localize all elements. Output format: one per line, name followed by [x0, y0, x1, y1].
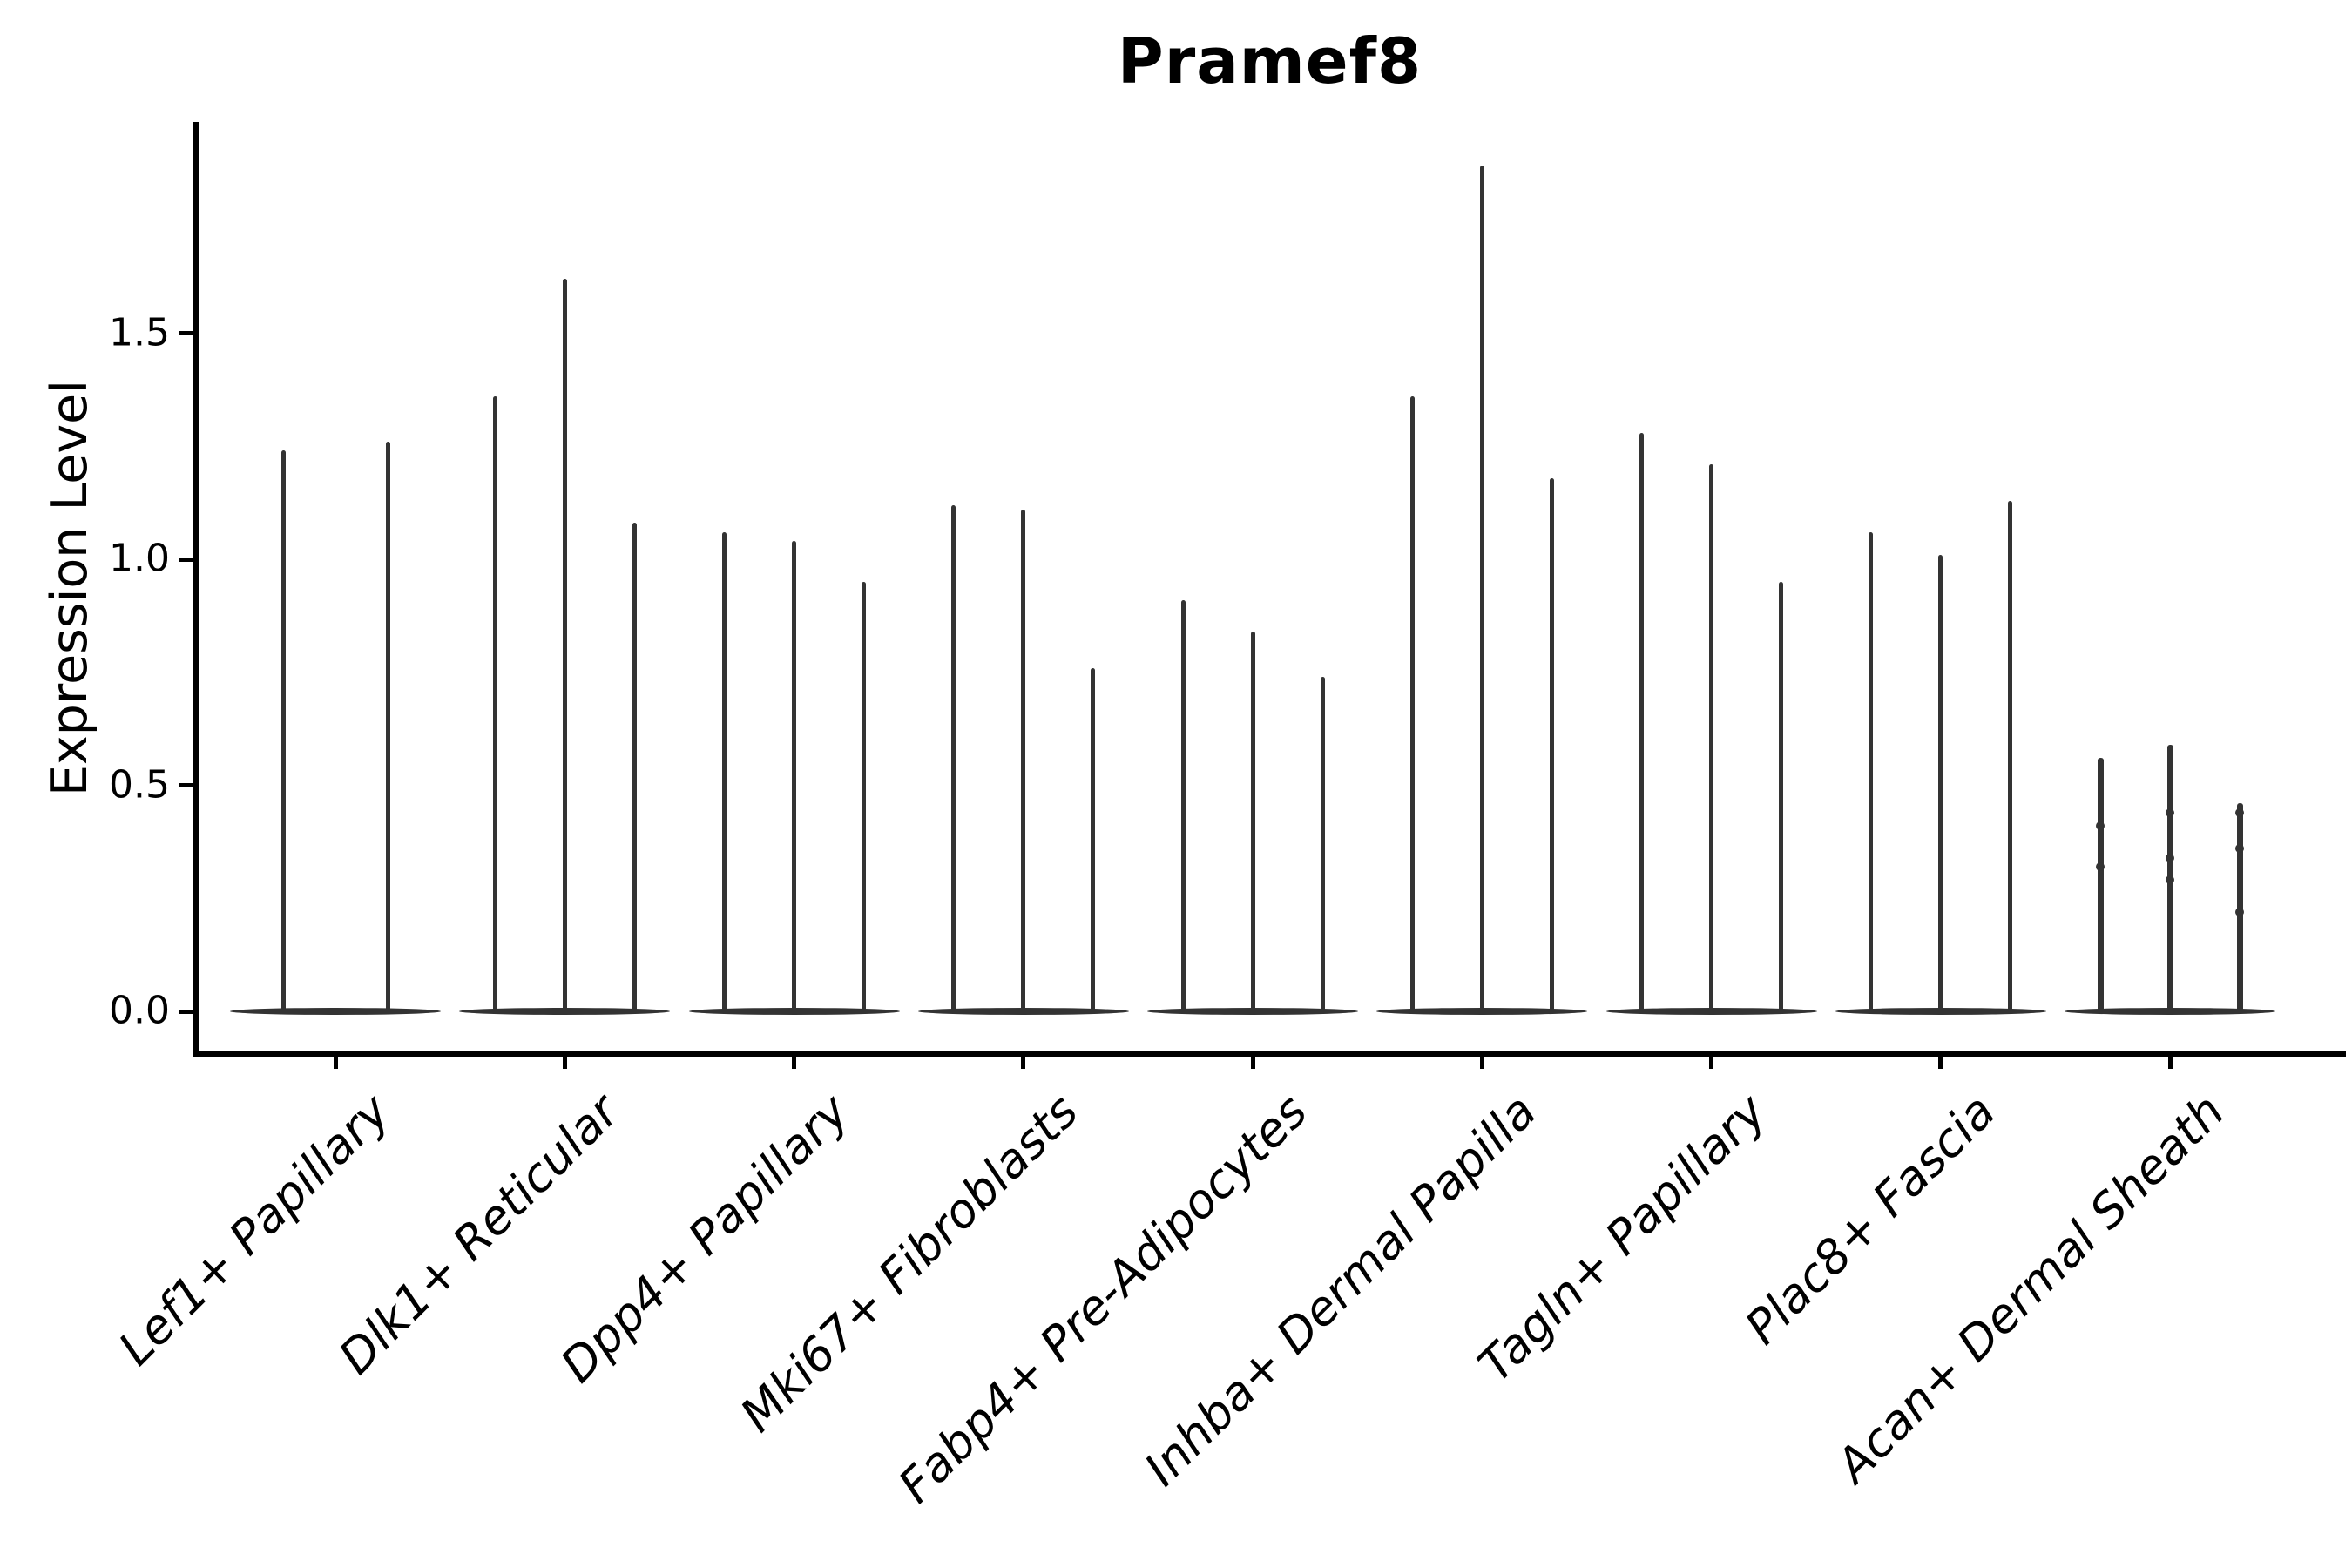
x-tick-label: Tagln+ Papillary — [1467, 1084, 1777, 1393]
x-tick-mark — [1938, 1057, 1943, 1069]
violin-spike — [1409, 396, 1415, 1011]
y-tick-mark — [179, 783, 193, 787]
violin-spike — [1091, 667, 1096, 1011]
x-tick-mark — [1250, 1057, 1255, 1069]
violin-spike — [1180, 599, 1186, 1011]
cell-point — [2166, 853, 2174, 862]
violin-baseline — [688, 1008, 900, 1015]
chart-title: Pramef8 — [1117, 24, 1423, 98]
violin-spike — [2097, 758, 2104, 1011]
y-axis-line — [193, 122, 199, 1057]
violin-spike — [1709, 464, 1713, 1011]
violin-spike — [792, 541, 796, 1011]
violin-spike — [862, 581, 866, 1011]
violin-baseline — [1147, 1008, 1358, 1015]
cell-point — [2235, 907, 2244, 916]
y-tick-label: 0.5 — [109, 761, 170, 807]
violin-spike — [1869, 531, 1874, 1011]
violin-spike — [1639, 432, 1644, 1011]
violin-spike — [1320, 676, 1325, 1011]
y-tick-mark — [179, 557, 193, 562]
x-tick-mark — [562, 1057, 567, 1069]
y-tick-label: 1.5 — [109, 309, 170, 355]
x-tick-mark — [792, 1057, 796, 1069]
violin-spike — [2008, 500, 2013, 1011]
y-axis-title: Expression Level — [41, 380, 98, 796]
x-tick-label: Plac8+ Fascia — [1734, 1084, 2006, 1355]
x-tick-label: Acan+ Dermal Sheath — [1825, 1084, 2235, 1493]
violin-spike — [1779, 581, 1783, 1011]
violin-baseline — [917, 1008, 1129, 1015]
x-tick-label: Fabp4+ Pre-Adipocytes — [888, 1084, 1318, 1514]
violin-spike — [1250, 632, 1255, 1011]
violin-baseline — [230, 1008, 441, 1015]
x-tick-mark — [2167, 1057, 2173, 1069]
y-tick-label: 1.0 — [109, 536, 170, 581]
violin-baseline — [1376, 1008, 1588, 1015]
x-tick-label: Mki67+ Fibroblasts — [729, 1084, 1089, 1443]
violin-spike — [1021, 509, 1026, 1011]
violin-baseline — [1605, 1008, 1817, 1015]
cell-point — [2235, 808, 2244, 817]
violin-spike — [632, 523, 637, 1011]
violin-spike — [492, 396, 497, 1011]
cell-point — [2166, 875, 2174, 885]
violin-spike — [722, 531, 727, 1011]
violin-baseline — [2065, 1008, 2275, 1015]
x-tick-label: Dlk1+ Reticular — [328, 1084, 630, 1385]
x-tick-label: Dpp4+ Papillary — [550, 1084, 860, 1394]
violin-baseline — [459, 1008, 671, 1015]
violin-spike — [951, 504, 956, 1011]
y-tick-mark — [179, 1009, 193, 1014]
violin-baseline — [1835, 1008, 2046, 1015]
y-tick-mark — [179, 331, 193, 335]
violin-spike — [385, 442, 390, 1011]
cell-point — [2096, 821, 2105, 831]
x-axis-line — [193, 1051, 2346, 1057]
violin-spike — [1549, 477, 1554, 1011]
violin-spike — [1479, 166, 1484, 1011]
y-tick-label: 0.0 — [109, 988, 170, 1033]
x-tick-mark — [1479, 1057, 1484, 1069]
violin-spike — [2236, 803, 2243, 1011]
violin-spike — [1938, 554, 1943, 1011]
x-tick-mark — [333, 1057, 338, 1069]
x-tick-mark — [1021, 1057, 1026, 1069]
x-tick-label: Inhba+ Dermal Papilla — [1133, 1084, 1547, 1497]
cell-point — [2166, 808, 2174, 817]
cell-point — [2096, 862, 2105, 871]
x-tick-mark — [1709, 1057, 1713, 1069]
violin-spike — [562, 279, 567, 1011]
cell-point — [2235, 844, 2244, 854]
violin-spike — [280, 450, 286, 1011]
